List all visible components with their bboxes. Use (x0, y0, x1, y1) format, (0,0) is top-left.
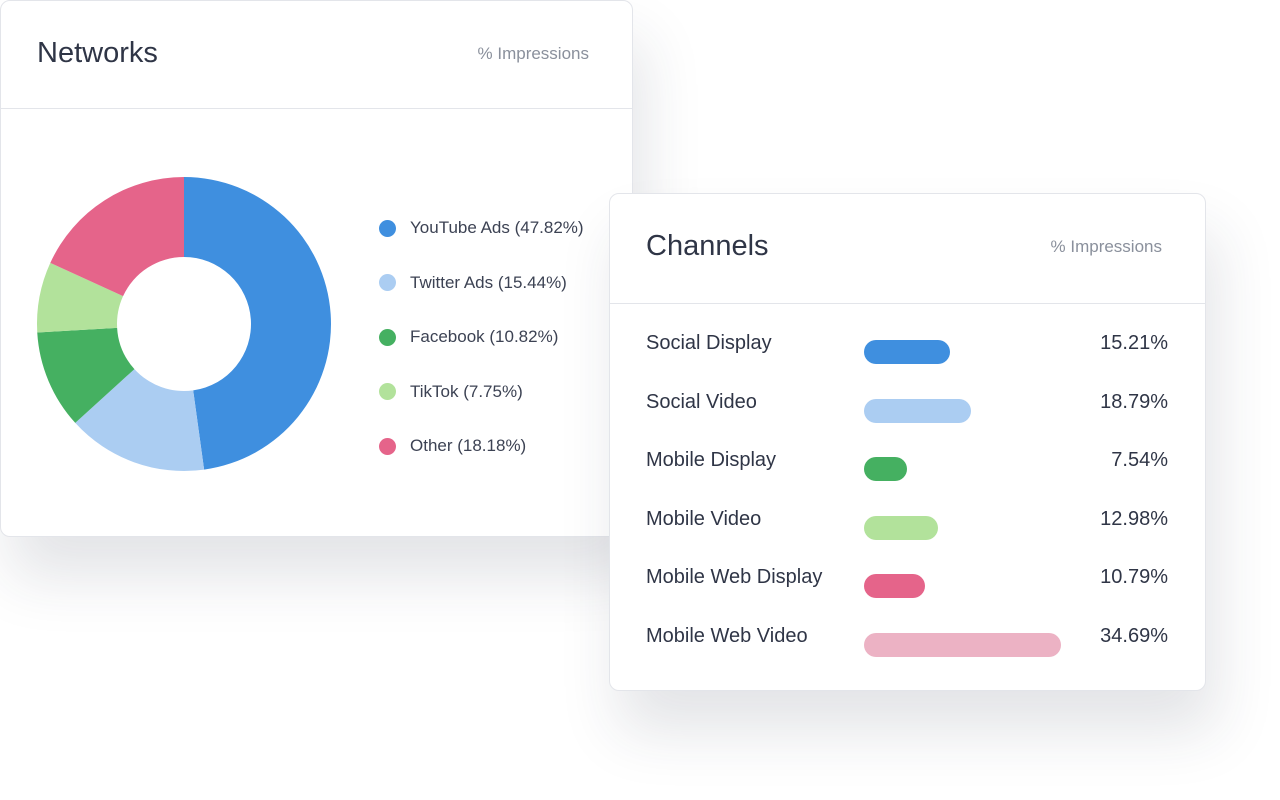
legend-item: Other (18.18%) (379, 419, 584, 474)
legend-label: TikTok (7.75%) (410, 381, 523, 401)
legend-label: Facebook (10.82%) (410, 327, 559, 347)
channels-card: Channels % Impressions Social Display 15.… (609, 193, 1206, 691)
channel-value: 18.79% (1100, 390, 1168, 413)
legend-label: Twitter Ads (15.44%) (410, 272, 567, 292)
legend-dot-icon (379, 437, 396, 455)
networks-title: Networks (37, 37, 158, 69)
channel-row: Social Video 18.79% (610, 381, 1205, 440)
channel-row: Social Display 15.21% (610, 322, 1205, 381)
channel-label: Mobile Display (646, 449, 777, 472)
channel-row: Mobile Web Display 10.79% (610, 556, 1205, 615)
channel-value: 10.79% (1100, 566, 1168, 589)
channel-value: 7.54% (1111, 449, 1168, 472)
networks-legend: YouTube Ads (47.82%) Twitter Ads (15.44%)… (379, 201, 584, 474)
channels-card-header: Channels % Impressions (610, 194, 1205, 304)
legend-item: Facebook (10.82%) (379, 310, 584, 365)
channel-bar (864, 457, 907, 482)
legend-label: Other (18.18%) (410, 436, 527, 456)
channel-label: Mobile Web Display (646, 566, 823, 589)
networks-card: Networks % Impressions YouTube Ads (47.8… (0, 0, 633, 537)
channel-value: 15.21% (1100, 332, 1168, 354)
channel-value: 34.69% (1100, 624, 1168, 647)
legend-dot-icon (379, 328, 396, 346)
channel-label: Mobile Video (646, 507, 762, 530)
channel-bar (864, 632, 1061, 657)
networks-donut-chart (37, 177, 332, 471)
legend-dot-icon (379, 274, 396, 292)
channel-label: Social Display (646, 332, 772, 354)
channels-subtitle: % Impressions (1050, 237, 1162, 256)
networks-card-header: Networks % Impressions (1, 1, 632, 109)
channel-row: Mobile Video 12.98% (610, 498, 1205, 557)
channel-row: Mobile Display 7.54% (610, 439, 1205, 498)
donut-slice-4 (50, 177, 184, 297)
legend-item: YouTube Ads (47.82%) (379, 201, 584, 256)
channels-title: Channels (646, 230, 769, 262)
channel-bar (864, 574, 926, 599)
channel-bar (864, 398, 971, 423)
channel-bar (864, 340, 951, 364)
channel-label: Mobile Web Video (646, 624, 808, 647)
legend-dot-icon (379, 383, 396, 401)
donut-slice-0 (184, 177, 332, 470)
donut-slice-3 (37, 262, 124, 333)
donut-slice-2 (37, 327, 135, 423)
networks-subtitle: % Impressions (477, 44, 589, 63)
channels-bar-chart: Social Display 15.21% Social Video 18.79% Mo… (610, 322, 1205, 674)
channel-bar (864, 515, 938, 540)
legend-item: Twitter Ads (15.44%) (379, 256, 584, 311)
legend-item: TikTok (7.75%) (379, 365, 584, 420)
channel-label: Social Video (646, 390, 757, 413)
donut-slice-1 (75, 369, 205, 471)
channel-row: Mobile Web Video 34.69% (610, 615, 1205, 674)
legend-label: YouTube Ads (47.82%) (410, 218, 584, 238)
legend-dot-icon (379, 219, 396, 237)
channel-value: 12.98% (1100, 507, 1168, 530)
